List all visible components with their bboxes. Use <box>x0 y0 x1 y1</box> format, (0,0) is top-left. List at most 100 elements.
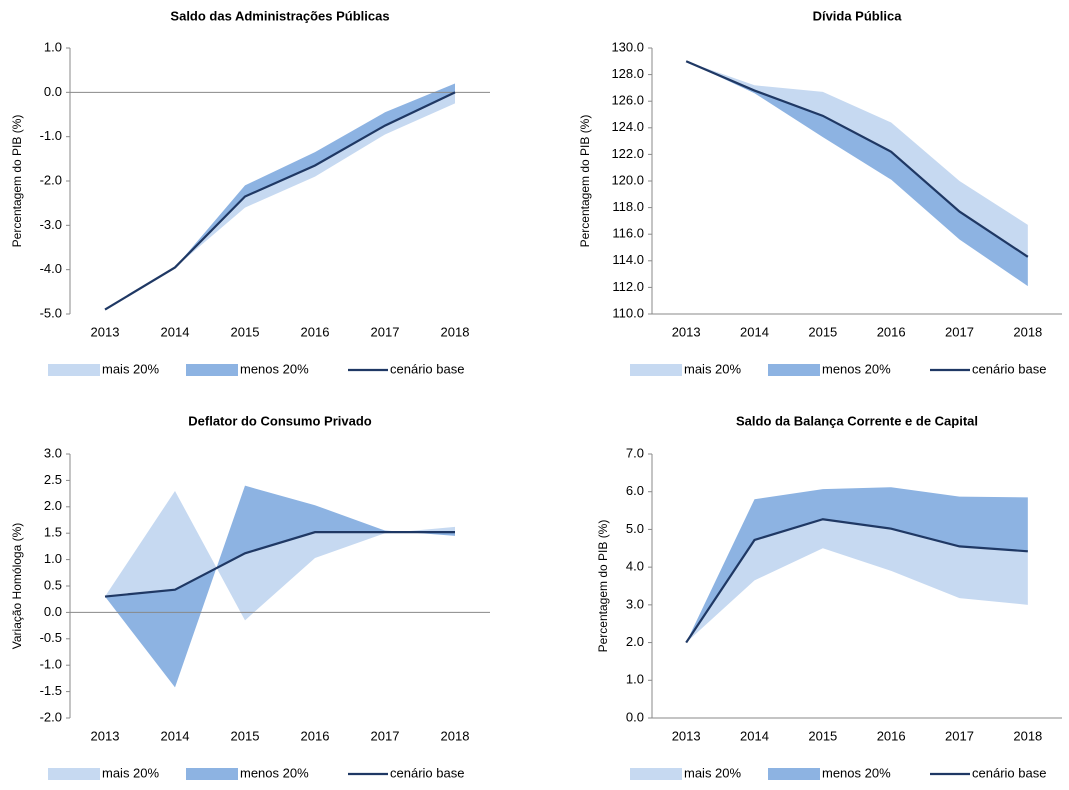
x-tick-label: 2015 <box>231 324 260 339</box>
band-area <box>686 61 1028 287</box>
y-tick-label: -1.0 <box>40 657 62 672</box>
y-tick-label: 124.0 <box>611 119 644 134</box>
x-tick-label: 2018 <box>441 728 470 743</box>
y-tick-label: -1.0 <box>40 128 62 143</box>
y-tick-label: 130.0 <box>611 39 644 54</box>
y-tick-label: 122.0 <box>611 146 644 161</box>
base-line <box>685 518 1028 644</box>
base-line <box>104 91 456 311</box>
y-tick-label: 126.0 <box>611 93 644 108</box>
band-area <box>105 92 455 310</box>
x-tick-label: 2017 <box>945 324 974 339</box>
x-tick-label: 2018 <box>1013 728 1042 743</box>
x-tick-label: 2017 <box>371 324 400 339</box>
legend-label: mais 20% <box>102 765 160 780</box>
legend-swatch <box>48 768 100 780</box>
y-tick-label: -1.5 <box>40 683 62 698</box>
x-tick-label: 2017 <box>371 728 400 743</box>
x-tick-label: 2016 <box>877 324 906 339</box>
base-line <box>685 60 1029 258</box>
y-tick-label: 118.0 <box>612 199 644 214</box>
x-tick-label: 2013 <box>672 728 701 743</box>
x-tick-label: 2014 <box>161 324 190 339</box>
y-tick-label: -3.0 <box>40 217 62 232</box>
y-tick-label: 114.0 <box>612 252 644 267</box>
y-tick-label: 2.5 <box>44 472 62 487</box>
legend-label: menos 20% <box>240 765 309 780</box>
y-tick-label: 110.0 <box>612 305 644 320</box>
y-tick-label: -0.5 <box>40 630 62 645</box>
x-tick-label: 2014 <box>740 324 769 339</box>
chart-title: Saldo da Balança Corrente e de Capital <box>736 413 978 428</box>
y-tick-label: -4.0 <box>40 261 62 276</box>
legend-swatch <box>768 768 820 780</box>
x-tick-label: 2013 <box>672 324 701 339</box>
legend-label: cenário base <box>972 361 1046 376</box>
legend-swatch <box>186 364 238 376</box>
chart-title: Dívida Pública <box>813 8 903 23</box>
base-line <box>104 531 455 598</box>
y-axis-label: Percentagem do PIB (%) <box>578 115 592 248</box>
legend-label: menos 20% <box>240 361 309 376</box>
x-tick-label: 2015 <box>808 728 837 743</box>
y-tick-label: 128.0 <box>611 66 644 81</box>
y-tick-label: 1.0 <box>44 39 62 54</box>
y-tick-label: -2.0 <box>40 709 62 724</box>
y-tick-label: 3.0 <box>626 596 644 611</box>
legend-swatch <box>768 364 820 376</box>
y-axis-label: Variação Homóloga (%) <box>10 523 24 650</box>
y-axis-label: Percentagem do PIB (%) <box>596 520 610 653</box>
legend-swatch <box>630 364 682 376</box>
y-tick-label: 1.5 <box>44 525 62 540</box>
legend-label: cenário base <box>972 765 1046 780</box>
x-tick-label: 2014 <box>740 728 769 743</box>
y-tick-label: 6.0 <box>626 483 644 498</box>
x-tick-label: 2014 <box>161 728 190 743</box>
y-tick-label: 112.0 <box>612 279 644 294</box>
x-tick-label: 2015 <box>231 728 260 743</box>
legend-label: cenário base <box>390 765 464 780</box>
band-area <box>686 519 1028 643</box>
x-tick-label: 2018 <box>441 324 470 339</box>
x-tick-label: 2016 <box>301 728 330 743</box>
band-area <box>686 487 1028 643</box>
x-tick-label: 2013 <box>91 324 120 339</box>
x-tick-label: 2015 <box>808 324 837 339</box>
y-tick-label: 1.0 <box>626 672 644 687</box>
x-tick-label: 2016 <box>301 324 330 339</box>
y-tick-label: 2.0 <box>626 634 644 649</box>
chart-title: Saldo das Administrações Públicas <box>170 8 389 23</box>
y-tick-label: 0.0 <box>44 604 62 619</box>
y-tick-label: 3.0 <box>44 445 62 460</box>
legend-label: mais 20% <box>102 361 160 376</box>
y-tick-label: 4.0 <box>626 559 644 574</box>
y-tick-label: 1.0 <box>44 551 62 566</box>
y-tick-label: 0.0 <box>626 709 644 724</box>
x-tick-label: 2013 <box>91 728 120 743</box>
x-tick-label: 2016 <box>877 728 906 743</box>
legend-label: cenário base <box>390 361 464 376</box>
band-area <box>105 490 455 621</box>
legend-label: menos 20% <box>822 361 891 376</box>
legend-label: mais 20% <box>684 361 742 376</box>
y-axis-label: Percentagem do PIB (%) <box>10 115 24 248</box>
legend-label: mais 20% <box>684 765 742 780</box>
band-area <box>105 485 455 688</box>
y-tick-label: 7.0 <box>626 445 644 460</box>
legend-swatch <box>630 768 682 780</box>
y-tick-label: 116.0 <box>612 226 644 241</box>
legend-label: menos 20% <box>822 765 891 780</box>
y-tick-label: -5.0 <box>40 305 62 320</box>
legend-swatch <box>186 768 238 780</box>
legend-swatch <box>48 364 100 376</box>
x-tick-label: 2017 <box>945 728 974 743</box>
y-tick-label: -2.0 <box>40 172 62 187</box>
band-area <box>105 83 455 310</box>
chart-title: Deflator do Consumo Privado <box>188 413 372 428</box>
y-tick-label: 120.0 <box>611 172 644 187</box>
x-tick-label: 2018 <box>1013 324 1042 339</box>
y-tick-label: 5.0 <box>626 521 644 536</box>
y-tick-label: 0.5 <box>44 577 62 592</box>
